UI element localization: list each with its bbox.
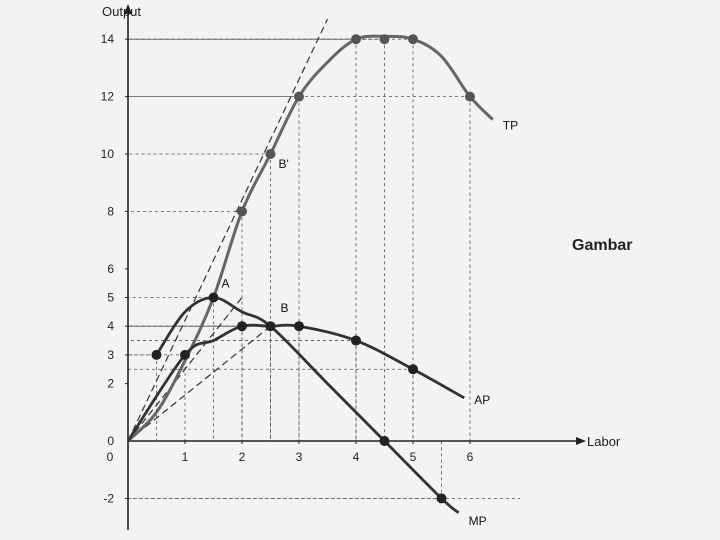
y-tick-label: 3 <box>107 348 114 362</box>
point-label: B' <box>279 157 289 171</box>
marker-tp <box>237 206 247 217</box>
series-label-ap: AP <box>474 393 490 407</box>
series-ap-line <box>126 323 465 442</box>
marker-tp <box>351 34 361 45</box>
marker-tp <box>265 149 276 159</box>
chart-caption: Gambar <box>572 237 632 254</box>
marker-tp <box>408 34 418 45</box>
marker-mp <box>151 349 162 360</box>
origin-ray <box>127 18 329 442</box>
series-label-mp: MP <box>469 514 487 528</box>
origin-ray <box>127 325 271 442</box>
y-axis-title: Output <box>102 4 141 19</box>
marker-mp <box>436 493 447 504</box>
x-tick-label: 4 <box>353 450 360 464</box>
series-label-tp: TP <box>503 119 518 133</box>
marker-tp <box>379 34 390 45</box>
marker-tp <box>465 91 475 102</box>
x-axis-title: Labor <box>587 434 621 449</box>
point-label: B <box>281 301 289 315</box>
y-tick-label: 12 <box>101 90 115 104</box>
marker-ap <box>351 335 361 346</box>
origin-label: 0 <box>107 450 114 464</box>
marker-ap <box>237 321 247 332</box>
origin-ray <box>127 297 243 442</box>
point-label: A <box>222 277 230 291</box>
marker-ap <box>180 349 190 360</box>
y-tick-label: 14 <box>101 32 115 46</box>
marker-ap <box>265 321 276 332</box>
y-tick-label: 5 <box>107 291 114 305</box>
markers <box>151 34 475 504</box>
marker-mp <box>379 436 390 446</box>
guide-lines <box>128 38 520 499</box>
y-tick-label: 6 <box>107 262 114 276</box>
y-tick-label: 0 <box>107 434 114 448</box>
origin-rays <box>127 18 329 442</box>
y-tick-label: 4 <box>107 319 114 333</box>
x-tick-label: 1 <box>182 450 189 464</box>
marker-tp <box>294 91 304 102</box>
y-axis-arrow-icon <box>124 4 132 14</box>
x-tick-label: 6 <box>467 450 474 464</box>
labels: TP AP MP A B B' Gambar <box>222 119 633 528</box>
x-tick-label: 5 <box>410 450 417 464</box>
x-axis-arrow-icon <box>576 437 586 445</box>
x-tick-label: 3 <box>296 450 303 464</box>
y-tick-label: 2 <box>107 377 114 391</box>
y-tick-label: 8 <box>107 204 114 218</box>
y-tick-label: 10 <box>101 147 115 161</box>
series-mp-line <box>155 296 460 514</box>
marker-mp <box>208 292 219 303</box>
marker-ap <box>408 364 418 375</box>
x-tick-label: 2 <box>239 450 246 464</box>
y-tick-label: -2 <box>103 491 114 505</box>
marker-ap <box>294 321 304 332</box>
